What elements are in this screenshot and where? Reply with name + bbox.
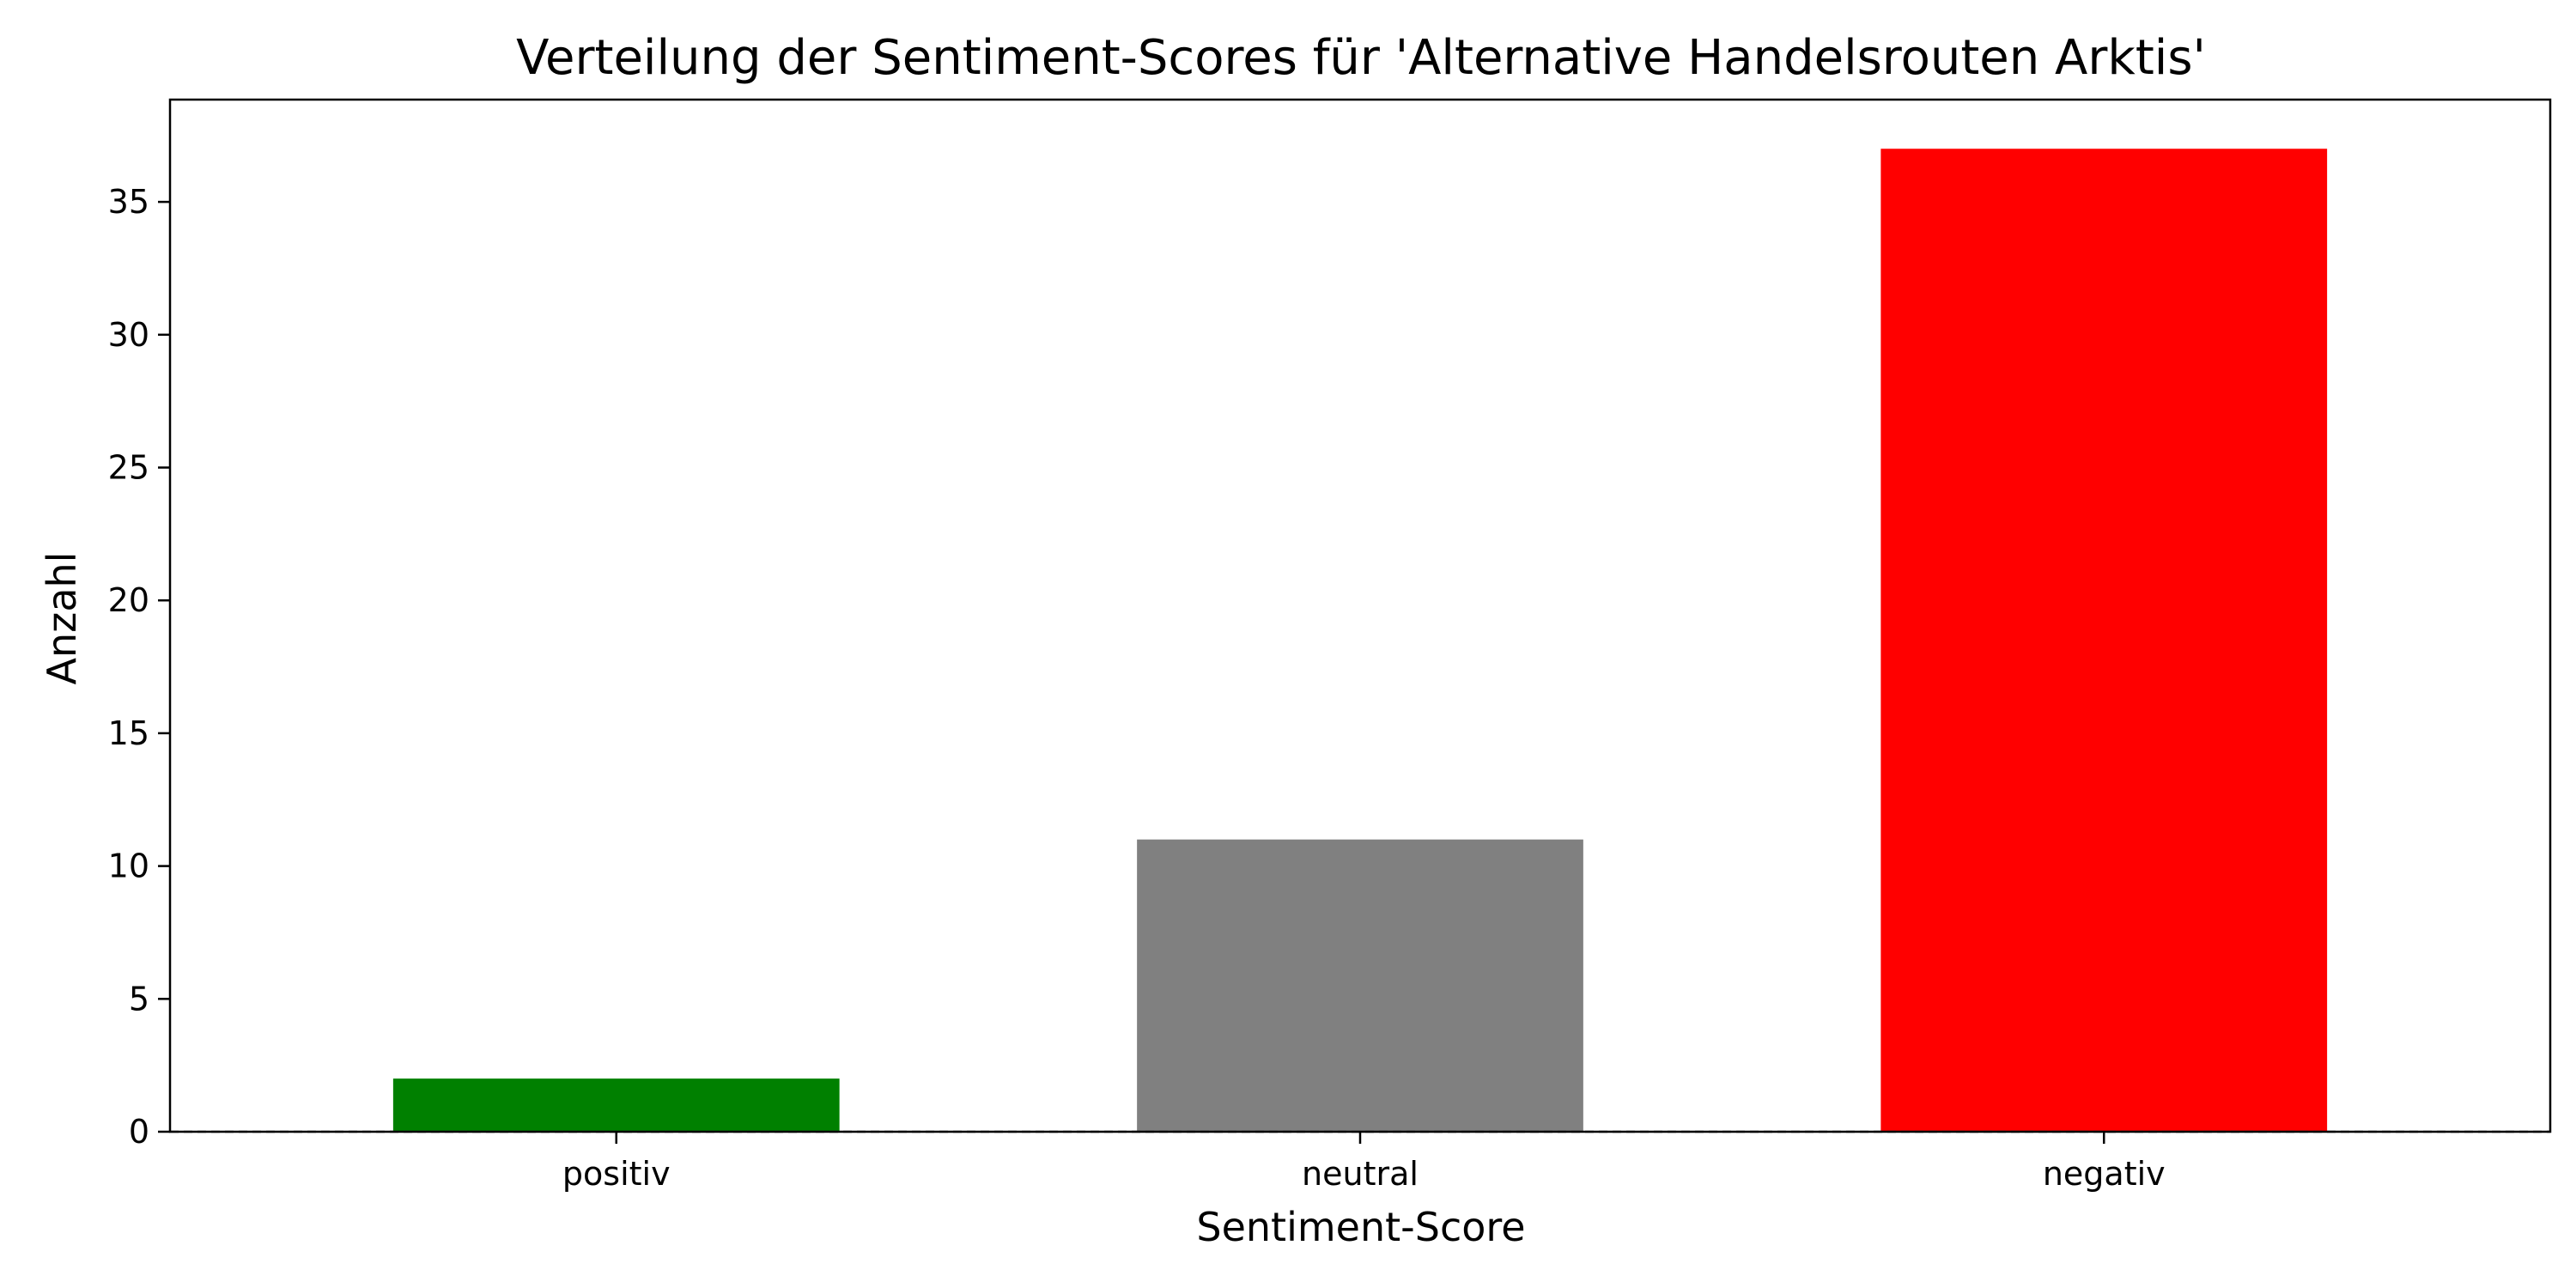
x-axis-label: Sentiment-Score	[1196, 1204, 1525, 1250]
y-tick-label: 30	[108, 316, 149, 354]
y-tick-label: 20	[108, 581, 149, 619]
bar-positiv	[392, 1078, 840, 1132]
bar-negativ	[1880, 149, 2328, 1133]
bar-neutral	[1137, 839, 1583, 1132]
y-tick-label: 25	[108, 449, 149, 487]
chart-title: Verteilung der Sentiment-Scores für 'Alt…	[516, 30, 2206, 86]
y-tick-label: 5	[129, 980, 149, 1018]
x-tick-label: positiv	[562, 1155, 671, 1193]
x-axis: positiv neutral negativ	[562, 1132, 2166, 1193]
y-tick-label: 10	[108, 848, 149, 885]
y-axis: 0 5 10 15 20 25 30 35	[108, 183, 170, 1151]
x-tick-label: negativ	[2043, 1155, 2166, 1193]
bars-group	[392, 149, 2328, 1133]
y-tick-label: 0	[129, 1113, 149, 1151]
y-tick-label: 15	[108, 714, 149, 752]
x-tick-label: neutral	[1302, 1155, 1419, 1193]
y-axis-label: Anzahl	[39, 552, 85, 685]
y-tick-label: 35	[108, 183, 149, 221]
